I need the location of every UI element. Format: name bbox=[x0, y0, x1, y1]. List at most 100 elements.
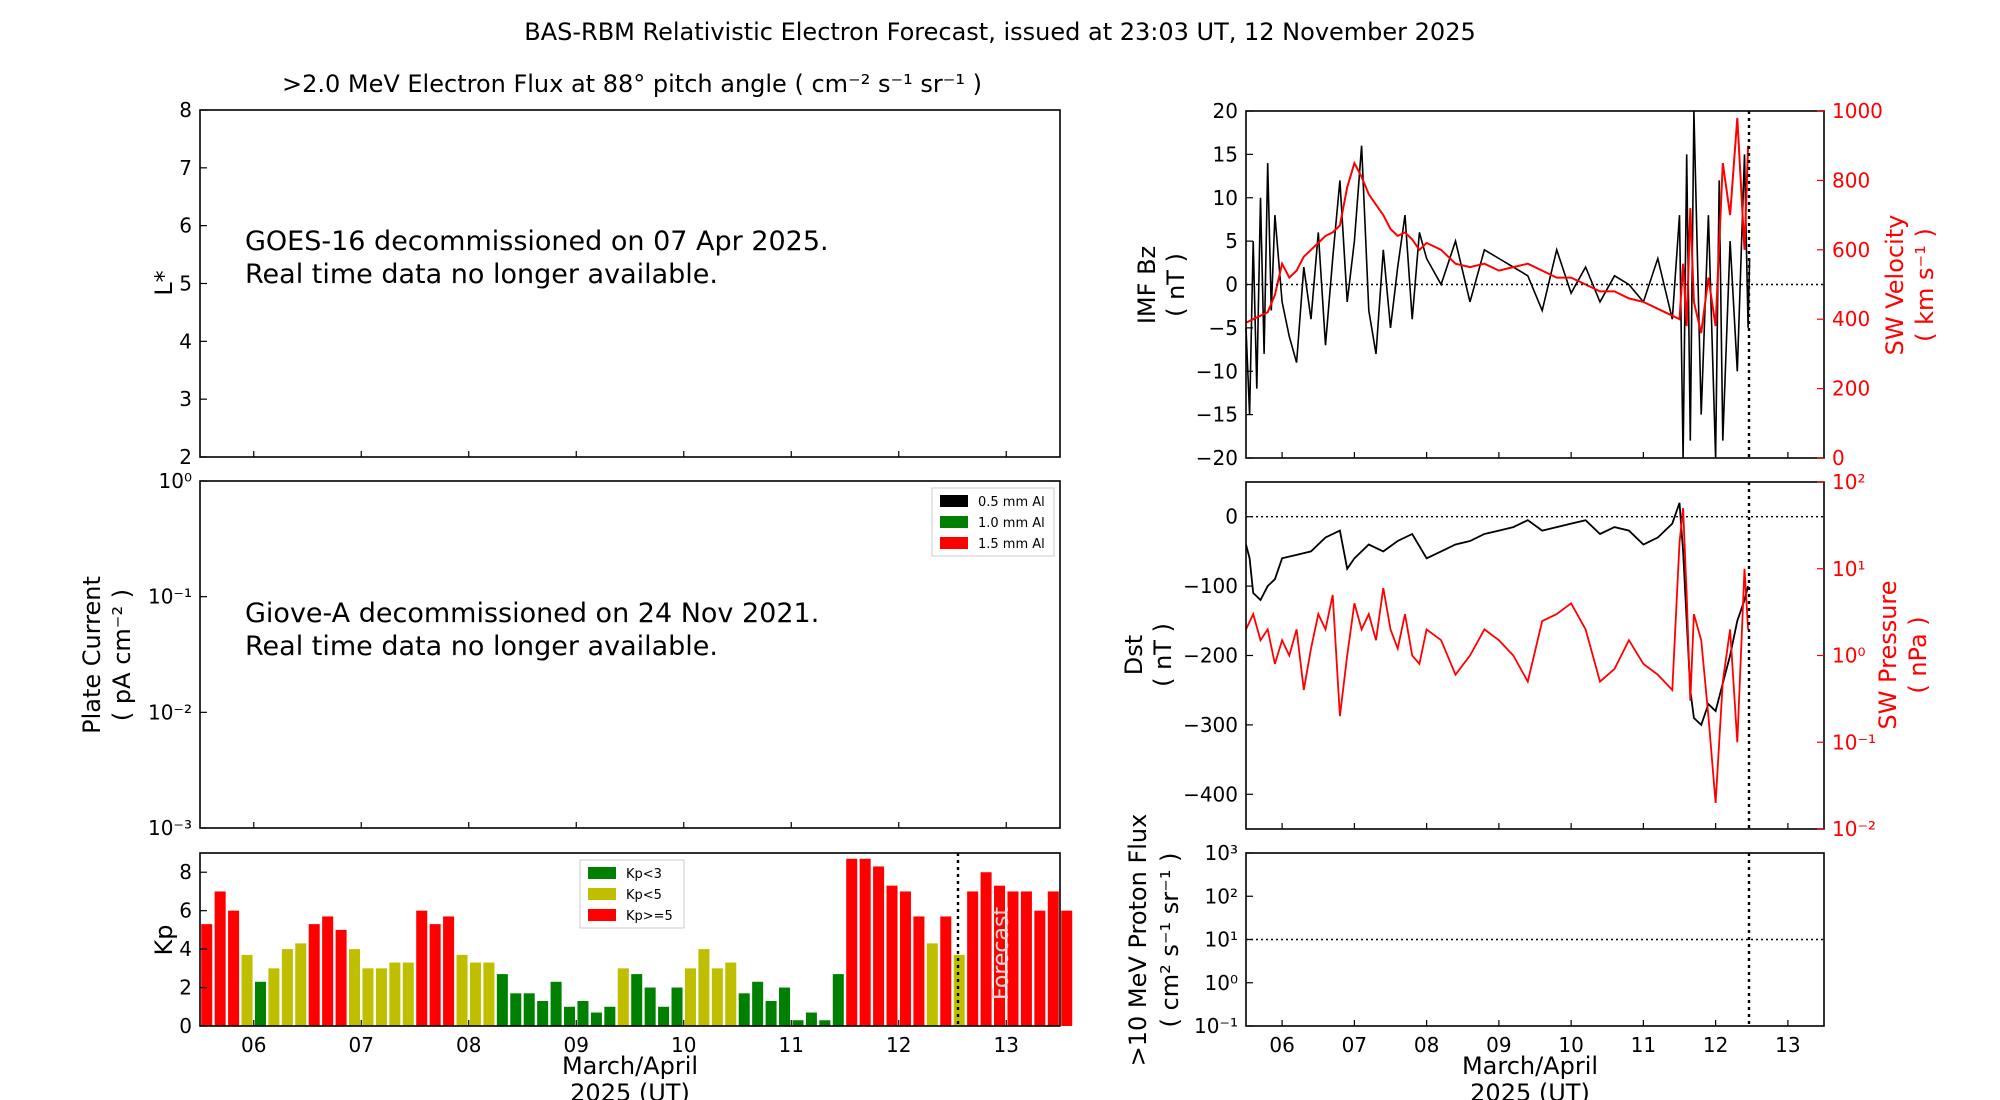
kp-panel: Forecast 0 2 4 6 8 06 07 08 09 10 11 12 13 Kp Kp<3 … bbox=[150, 852, 1073, 1100]
kp-bars bbox=[201, 858, 1073, 1026]
kp-bar bbox=[832, 974, 844, 1026]
kp-bar bbox=[335, 929, 347, 1026]
legend-label-0.5mm: 0.5 mm Al bbox=[978, 495, 1045, 510]
plate-current-panel: 10⁰ 10⁻¹ 10⁻² 10⁻³ Plate Current ( pA cm⁻² … bbox=[78, 469, 1061, 840]
kp-legend-label-mid: Kp<5 bbox=[626, 888, 662, 903]
kp-bar bbox=[537, 1001, 549, 1026]
kp-bar bbox=[416, 910, 428, 1026]
x-tick-label-11: 11 bbox=[1631, 1033, 1656, 1057]
kp-x-ticks: 06 07 08 09 10 11 12 13 bbox=[241, 1020, 1019, 1057]
y-tick-label: −15 bbox=[1196, 403, 1238, 427]
y-tick-label: 10² bbox=[1832, 470, 1865, 494]
x-tick-label-10: 10 bbox=[671, 1033, 696, 1057]
kp-y-label: Kp bbox=[150, 925, 178, 956]
kp-bar bbox=[631, 974, 643, 1026]
kp-bar bbox=[644, 987, 656, 1026]
y-tick-label: 5 bbox=[1225, 229, 1238, 253]
y-tick-label: 0 bbox=[1225, 273, 1238, 297]
proton-flux-panel: 10⁻¹ 10⁰ 10¹ 10² 10³ 06 07 08 09 10 11 12 13 >10 Me… bbox=[1124, 814, 1825, 1100]
kp-bar bbox=[604, 1006, 616, 1026]
plate-current-frame bbox=[199, 480, 1061, 829]
y-tick-label: 4 bbox=[179, 937, 192, 961]
kp-bar bbox=[456, 954, 468, 1026]
y-tick-label: 10¹ bbox=[1832, 557, 1865, 581]
y-tick-label: 10⁻³ bbox=[148, 816, 192, 840]
kp-bar bbox=[671, 987, 683, 1026]
kp-bar bbox=[792, 1020, 804, 1026]
x-tick-label-13: 13 bbox=[994, 1033, 1019, 1057]
kp-bar bbox=[779, 987, 791, 1026]
kp-bar bbox=[308, 924, 320, 1026]
kp-bar bbox=[617, 968, 629, 1026]
x-tick-label-11: 11 bbox=[779, 1033, 804, 1057]
proton-x-ticks: 06 07 08 09 10 11 12 13 bbox=[1269, 1020, 1801, 1057]
kp-bar bbox=[402, 962, 414, 1026]
y-tick-label: 10⁰ bbox=[159, 469, 192, 493]
kp-bar bbox=[658, 1006, 670, 1026]
x-tick-label-08: 08 bbox=[456, 1033, 481, 1057]
kp-legend-label-low: Kp<3 bbox=[626, 867, 662, 882]
electron-flux-message-1: GOES-16 decommissioned on 07 Apr 2025. bbox=[245, 226, 829, 257]
kp-bar bbox=[322, 916, 334, 1026]
y-tick-label: 0 bbox=[1225, 505, 1238, 529]
kp-x-label-2: 2025 (UT) bbox=[570, 1079, 690, 1100]
y-tick-label: 600 bbox=[1832, 238, 1870, 262]
kp-bar bbox=[443, 916, 455, 1026]
kp-bar bbox=[886, 885, 898, 1026]
y-tick-label: −10 bbox=[1196, 359, 1238, 383]
kp-bar bbox=[940, 916, 952, 1026]
y-tick-label: −5 bbox=[1209, 316, 1238, 340]
y-tick-label: 6 bbox=[179, 214, 192, 238]
kp-bar bbox=[899, 891, 911, 1026]
y-tick-label: 0 bbox=[179, 1014, 192, 1038]
imf-sw-panel: −20 −15 −10 −5 0 5 10 15 20 0 200 400 600 800 1000 IM… bbox=[1133, 99, 1939, 470]
y-tick-label: 8 bbox=[179, 98, 192, 122]
kp-bar bbox=[873, 866, 885, 1026]
legend-label-1.5mm: 1.5 mm Al bbox=[978, 537, 1045, 552]
electron-flux-title: >2.0 MeV Electron Flux at 88° pitch angl… bbox=[282, 70, 982, 98]
y-tick-label: 10⁰ bbox=[1205, 971, 1238, 995]
y-tick-label: 20 bbox=[1213, 99, 1238, 123]
kp-bar bbox=[1034, 910, 1046, 1026]
kp-bar bbox=[590, 1012, 602, 1026]
kp-forecast-label: Forecast bbox=[989, 907, 1014, 1000]
y-tick-label: −400 bbox=[1183, 782, 1238, 806]
y-tick-label: 4 bbox=[179, 329, 192, 353]
x-tick-label-09: 09 bbox=[1486, 1033, 1511, 1057]
electron-flux-x-ticks bbox=[253, 451, 1007, 457]
y-tick-label: 2 bbox=[179, 976, 192, 1000]
kp-bar bbox=[752, 981, 764, 1026]
kp-bar bbox=[765, 1001, 777, 1026]
imf-y-label-1: IMF Bz bbox=[1133, 246, 1161, 324]
kp-bar bbox=[268, 968, 280, 1026]
kp-bar bbox=[483, 962, 495, 1026]
x-tick-label-09: 09 bbox=[564, 1033, 589, 1057]
kp-bar bbox=[389, 962, 401, 1026]
y-tick-label: 10⁻¹ bbox=[1194, 1014, 1238, 1038]
kp-bar bbox=[859, 858, 871, 1026]
kp-bar bbox=[953, 954, 965, 1026]
y-tick-label: 800 bbox=[1832, 168, 1870, 192]
y-tick-label: 7 bbox=[179, 156, 192, 180]
imf-bz-line bbox=[1245, 110, 1751, 459]
kp-bar bbox=[469, 962, 481, 1026]
y-tick-label: 8 bbox=[179, 860, 192, 884]
kp-bar bbox=[429, 924, 441, 1026]
sw-velocity-y-ticks: 0 200 400 600 800 1000 bbox=[1817, 99, 1883, 470]
sw-pressure-y-label-1: SW Pressure bbox=[1874, 580, 1902, 729]
y-tick-label: 10¹ bbox=[1205, 928, 1238, 952]
x-tick-label-13: 13 bbox=[1775, 1033, 1800, 1057]
imf-y-label-2: ( nT ) bbox=[1162, 253, 1190, 317]
kp-bar bbox=[967, 891, 979, 1026]
dst-line bbox=[1245, 502, 1749, 727]
kp-bar bbox=[295, 943, 307, 1026]
kp-bar bbox=[577, 1001, 589, 1026]
proton-x-label-2: 2025 (UT) bbox=[1470, 1079, 1590, 1100]
y-tick-label: 15 bbox=[1213, 142, 1238, 166]
kp-bar bbox=[201, 924, 213, 1026]
x-tick-label-12: 12 bbox=[1703, 1033, 1728, 1057]
x-tick-label-06: 06 bbox=[1269, 1033, 1294, 1057]
y-tick-label: −20 bbox=[1196, 446, 1238, 470]
y-tick-label: −300 bbox=[1183, 713, 1238, 737]
